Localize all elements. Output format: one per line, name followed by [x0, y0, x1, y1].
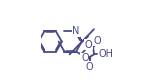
Text: N: N [72, 26, 80, 36]
Text: OH: OH [99, 49, 114, 59]
Text: O: O [84, 40, 92, 50]
Text: O: O [81, 53, 89, 63]
Text: O: O [94, 36, 101, 46]
Text: O: O [85, 62, 93, 72]
